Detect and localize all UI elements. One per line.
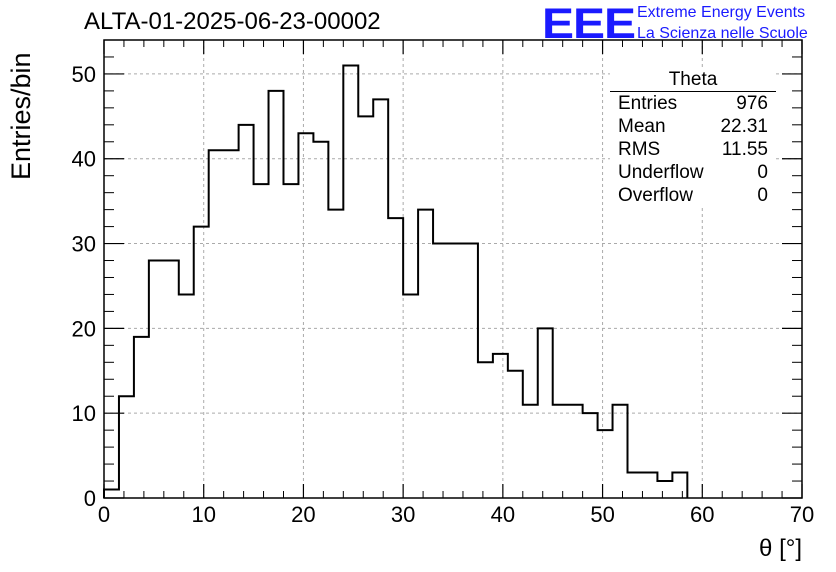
stats-label: Mean <box>618 116 666 137</box>
logo-line-2: La Scienza nelle Scuole <box>637 25 808 42</box>
eee-logo: EEE <box>542 0 636 48</box>
x-tick-label: 20 <box>291 502 315 527</box>
axis-ticks <box>103 39 803 499</box>
stats-row-underflow: Underflow 0 <box>610 161 776 184</box>
stats-row-rms: RMS 11.55 <box>610 138 776 161</box>
y-tick-label: 40 <box>72 147 96 172</box>
x-tick-label: 60 <box>690 502 714 527</box>
x-tick-labels: 0 10 20 30 40 50 60 70 <box>98 502 814 527</box>
x-tick-label: 0 <box>98 502 110 527</box>
stats-value: 976 <box>736 93 768 114</box>
x-tick-label: 30 <box>391 502 415 527</box>
y-tick-label: 50 <box>72 62 96 87</box>
stats-value: 0 <box>757 162 768 183</box>
x-tick-label: 50 <box>590 502 614 527</box>
histogram-series <box>103 64 689 498</box>
y-tick-labels: 0 10 20 30 40 50 <box>72 62 96 511</box>
x-axis-label: θ [°] <box>759 535 802 562</box>
stats-value: 0 <box>757 185 768 206</box>
stats-value: 11.55 <box>721 139 768 160</box>
y-axis-label: Entries/bin <box>6 52 36 180</box>
logo-line-1: Extreme Energy Events <box>637 4 806 21</box>
x-tick-label: 40 <box>491 502 515 527</box>
plot-frame <box>103 39 803 499</box>
stats-label: Entries <box>618 93 678 114</box>
stats-value: 22.31 <box>720 116 768 137</box>
y-tick-label: 30 <box>72 232 96 257</box>
stats-box: Theta Entries 976 Mean 22.31 RMS 11.55 U… <box>610 70 776 207</box>
stats-row-mean: Mean 22.31 <box>610 115 776 138</box>
stats-title: Theta <box>610 70 776 92</box>
stats-row-entries: Entries 976 <box>610 92 776 115</box>
stats-row-overflow: Overflow 0 <box>610 184 776 207</box>
stats-label: Overflow <box>618 185 693 206</box>
chart-title: ALTA-01-2025-06-23-00002 <box>84 8 381 35</box>
stats-label: Underflow <box>618 162 704 183</box>
x-tick-label: 10 <box>191 502 215 527</box>
y-tick-label: 0 <box>84 486 96 511</box>
y-tick-label: 10 <box>72 401 96 426</box>
y-tick-label: 20 <box>72 316 96 341</box>
x-tick-label: 70 <box>790 502 814 527</box>
stats-label: RMS <box>618 139 661 160</box>
